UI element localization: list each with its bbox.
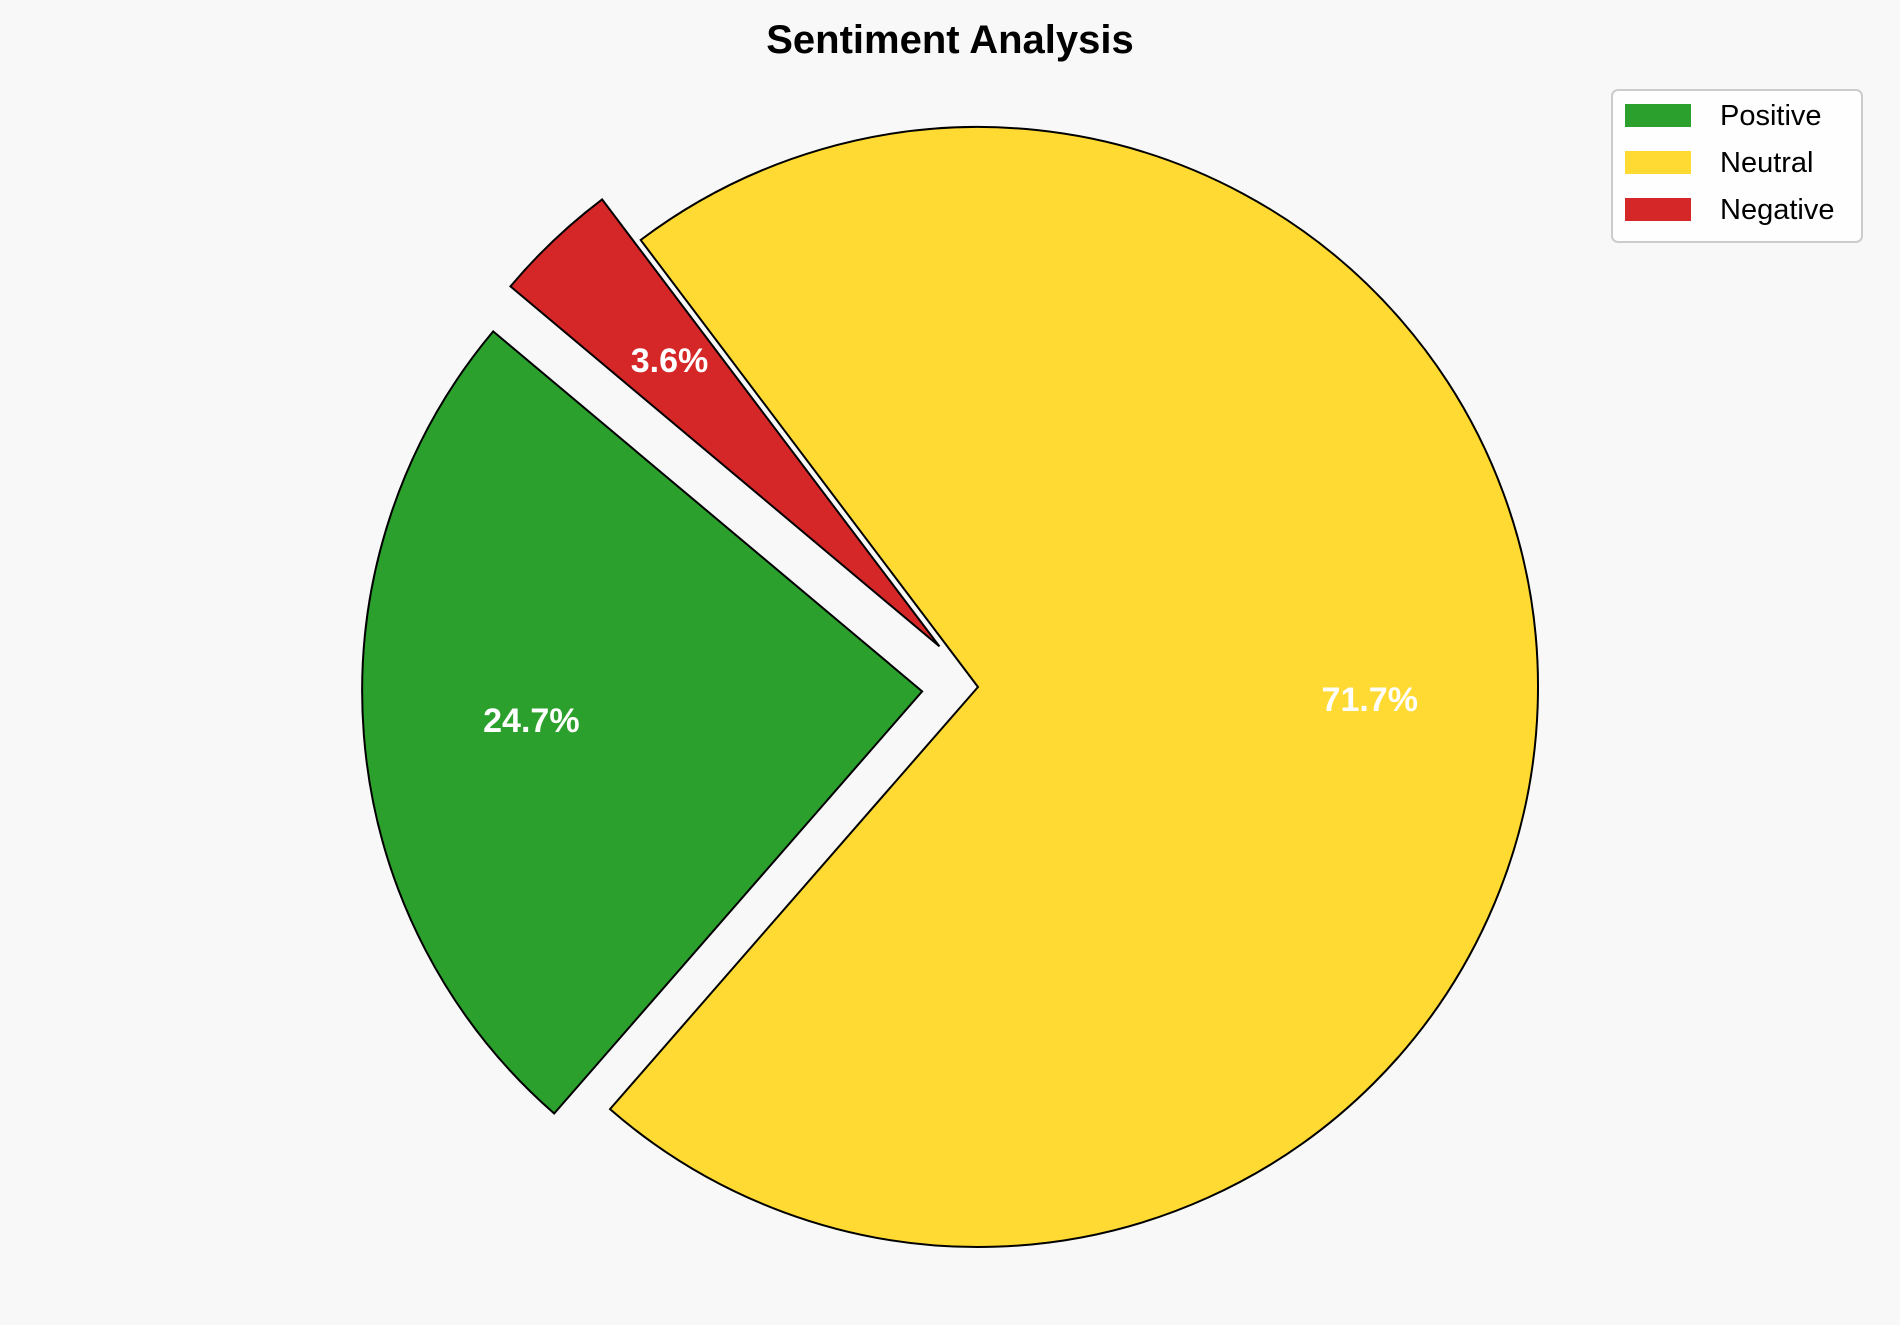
legend-swatch-positive [1625,104,1691,127]
slice-label-neutral: 71.7% [1322,681,1418,719]
legend: Positive Neutral Negative [1611,89,1863,243]
legend-label-neutral: Neutral [1720,147,1814,179]
chart-title: Sentiment Analysis [766,18,1134,62]
legend-swatch-negative [1625,198,1691,221]
slice-label-positive: 24.7% [483,702,579,740]
pie-slice-positive [361,329,924,1115]
slice-label-negative: 3.6% [631,342,709,380]
pie-slice-neutral [608,126,1540,1248]
legend-label-negative: Negative [1720,194,1834,226]
pie-slice-negative [509,197,941,648]
legend-label-positive: Positive [1720,100,1822,132]
legend-swatch-neutral [1625,151,1691,174]
